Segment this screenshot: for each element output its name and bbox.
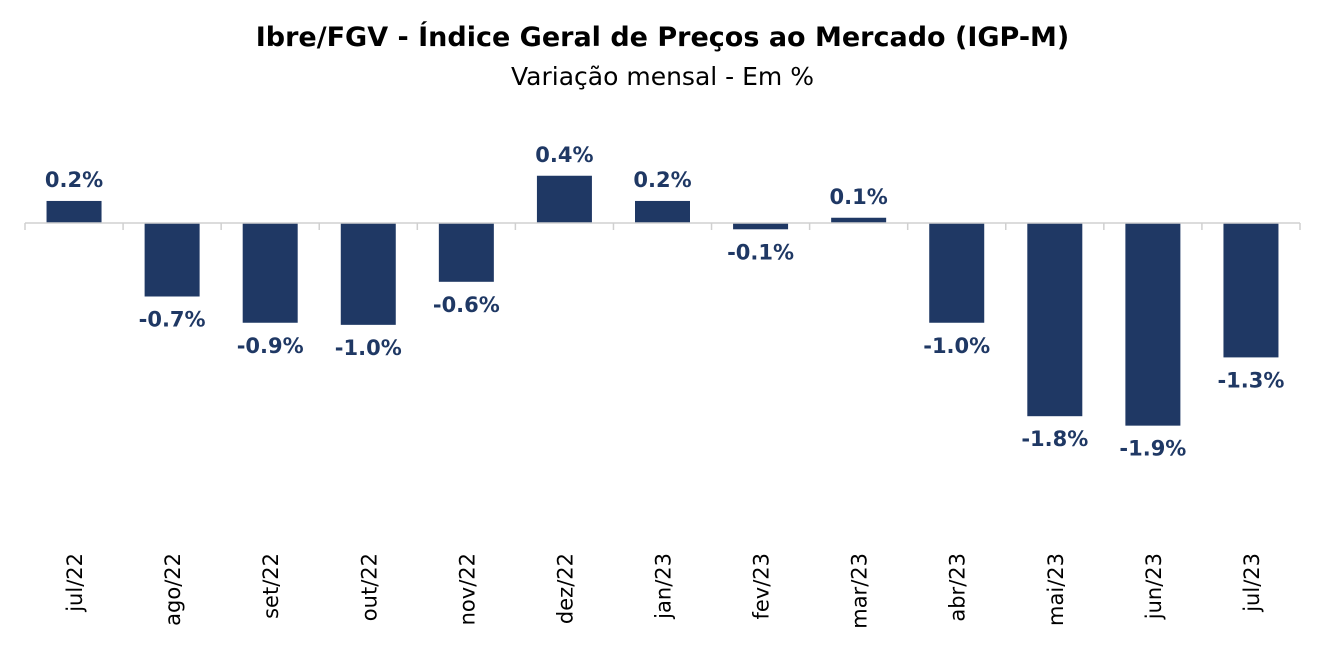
bar-jul-22	[46, 200, 102, 223]
bar-mai-23	[1027, 223, 1083, 417]
x-tick-label: jun/23	[1142, 553, 1166, 620]
data-label: 0.1%	[830, 185, 888, 209]
bar-jun-23	[1125, 223, 1181, 426]
x-tick-label: set/22	[259, 553, 283, 619]
x-tick-label: dez/22	[553, 553, 577, 624]
x-tick-label: jan/23	[652, 553, 676, 620]
x-tick-label: ago/22	[161, 553, 185, 626]
data-label: 0.2%	[45, 168, 103, 192]
x-tick-label: mar/23	[848, 553, 872, 629]
data-label: -1.0%	[923, 334, 990, 358]
bar-out-22	[340, 223, 396, 325]
x-tick-label: jul/23	[1240, 553, 1264, 613]
x-tick-label: mai/23	[1044, 553, 1068, 626]
data-label: -1.3%	[1217, 368, 1284, 392]
data-label: -0.1%	[727, 240, 794, 264]
chart-subtitle: Variação mensal - Em %	[511, 62, 814, 91]
bar-set-22	[242, 223, 298, 323]
axis-ticks	[24, 223, 1301, 230]
data-label: 0.4%	[535, 143, 593, 167]
bars-group	[46, 175, 1279, 426]
data-label: 0.2%	[633, 168, 691, 192]
bar-fev-23	[733, 223, 789, 230]
data-label: -1.9%	[1119, 437, 1186, 461]
bar-jan-23	[635, 200, 690, 223]
x-tick-label: nov/22	[455, 553, 479, 625]
bar-dez-22	[536, 175, 592, 223]
x-tick-label: abr/23	[946, 553, 970, 622]
data-labels-group: 0.2% -0.7% -0.9% -1.0% -0.6% 0.4% 0.2% -0.1% 0.1…	[45, 143, 1285, 461]
bar-jul-23	[1223, 223, 1279, 358]
bar-abr-23	[929, 223, 985, 323]
x-tick-label: fev/23	[750, 553, 774, 620]
bar-mar-23	[831, 217, 887, 223]
bar-nov-22	[438, 223, 494, 282]
data-label: -1.8%	[1021, 427, 1088, 451]
data-label: -0.6%	[433, 293, 500, 317]
data-label: -1.0%	[335, 336, 402, 360]
data-label: -0.7%	[139, 308, 206, 332]
chart-title: Ibre/FGV - Índice Geral de Preços ao Mer…	[255, 22, 1070, 53]
bar-ago-22	[144, 223, 200, 297]
data-label: -0.9%	[237, 334, 304, 358]
x-tick-label: out/22	[357, 553, 381, 621]
x-tick-label: jul/22	[63, 553, 87, 613]
x-tick-labels-group: jul/22 ago/22 set/22 out/22 nov/22 dez/22 jan/…	[63, 553, 1264, 629]
